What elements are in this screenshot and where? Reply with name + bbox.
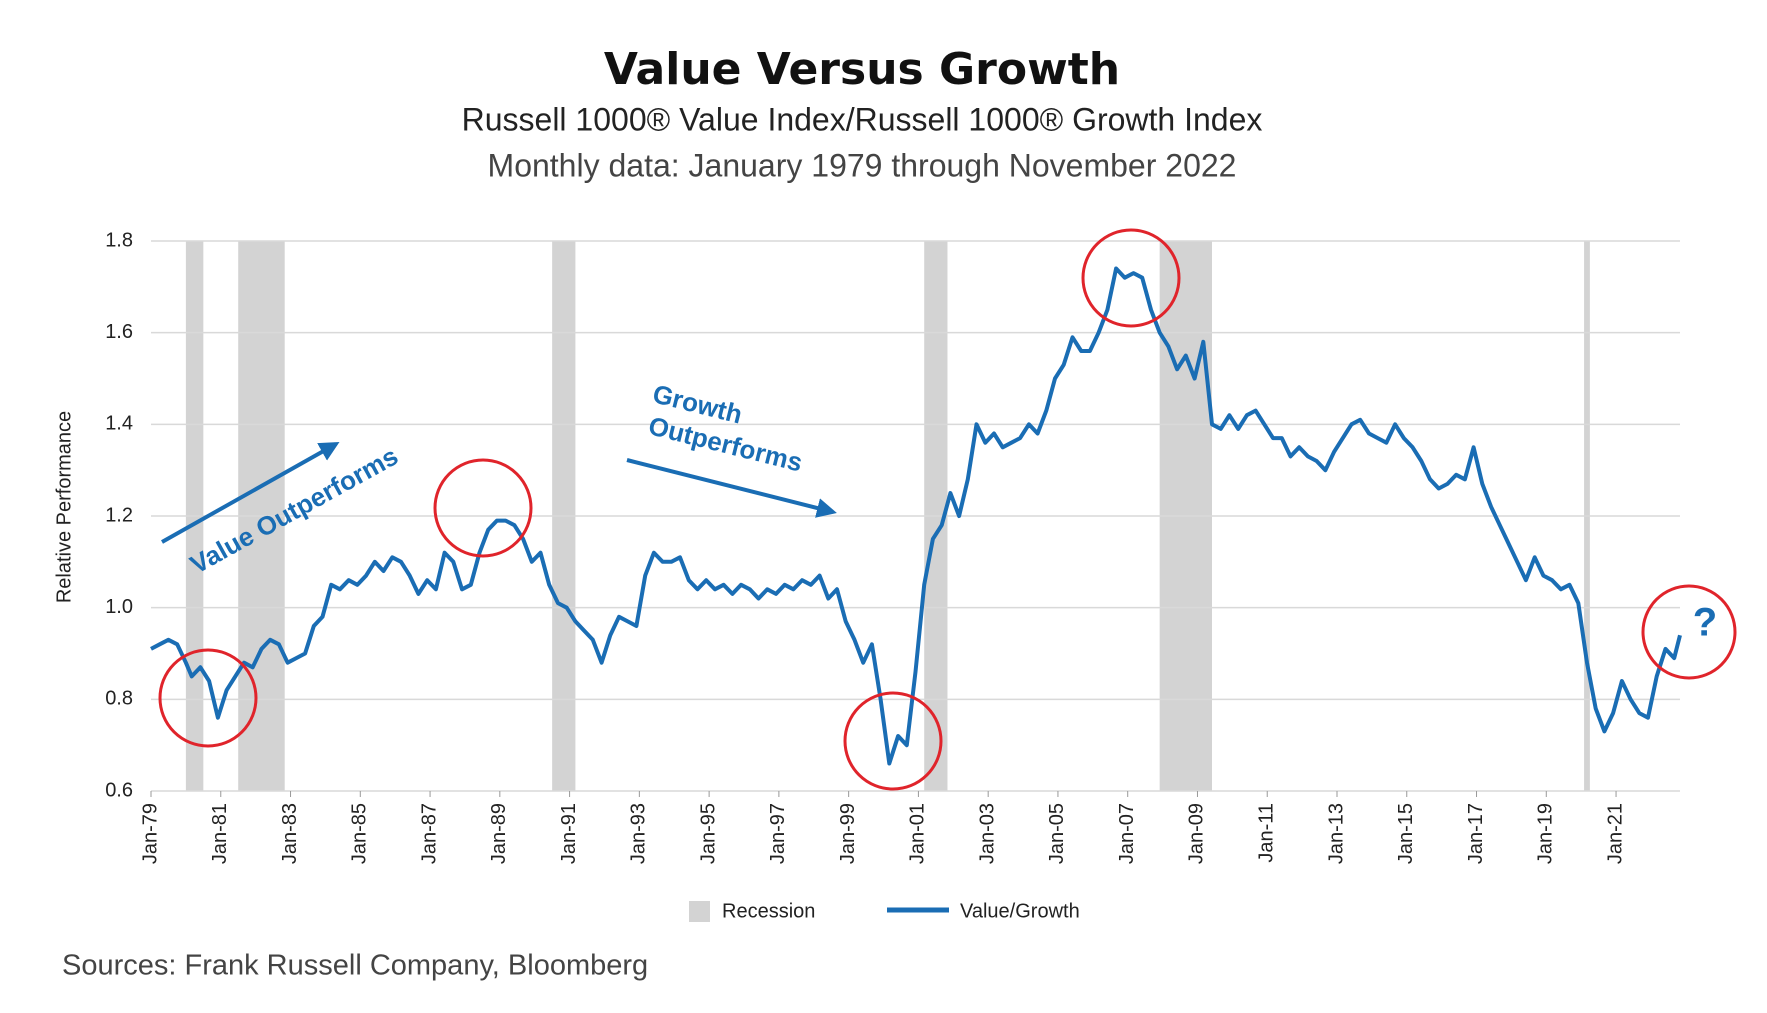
- x-tick-label: Jan-05: [1046, 803, 1068, 864]
- x-tick-label: Jan-89: [488, 803, 510, 864]
- highlight-circle: [1641, 584, 1737, 680]
- highlight-circle: [1081, 228, 1181, 328]
- source: Sources: Frank Russell Company, Bloomber…: [62, 950, 648, 982]
- y-tick-label: 1.4: [105, 413, 133, 435]
- y-axis-label: Relative Performance: [53, 411, 75, 603]
- legend: Recession Value/Growth: [689, 900, 1080, 922]
- x-tick-label: Jan-97: [767, 803, 789, 864]
- annotation: ?: [1693, 601, 1717, 645]
- chart-subtitle: Russell 1000® Value Index/Russell 1000® …: [462, 101, 1263, 137]
- plot-area: 0.6 0.8 1.0 1.2 1.4 1.6 1.8 Jan-79 Jan-81 Jan-83 J…: [105, 229, 1682, 864]
- legend-label: Recession: [722, 900, 815, 922]
- chart-note: Monthly data: January 1979 through Novem…: [488, 147, 1237, 183]
- x-tick-label: Jan-95: [697, 803, 719, 864]
- x-tick-label: Jan-79: [139, 803, 161, 864]
- y-tick-label: 1.0: [105, 596, 133, 618]
- x-tick-label: Jan-93: [628, 803, 650, 864]
- x-tick-label: Jan-81: [209, 803, 231, 864]
- data-line: [150, 266, 1682, 766]
- y-tick-label: 1.8: [105, 229, 133, 251]
- x-tick-label: Jan-91: [558, 803, 580, 864]
- chart-title: Value Versus Growth: [604, 44, 1120, 95]
- arrow: [626, 458, 837, 518]
- highlight-circle: [158, 648, 258, 748]
- x-tick-label: Jan-99: [837, 803, 859, 864]
- x-tick-label: Jan-21: [1604, 803, 1626, 864]
- x-tick-label: Jan-17: [1465, 803, 1487, 864]
- x-tick-label: Jan-11: [1256, 803, 1278, 863]
- x-tick-label: Jan-87: [418, 803, 440, 864]
- x-tick-label: Jan-85: [349, 803, 371, 864]
- legend-swatch: [689, 901, 710, 922]
- x-tick-label: Jan-03: [976, 803, 998, 864]
- x-tick-label: Jan-83: [279, 803, 301, 864]
- y-tick-label: 0.6: [105, 779, 133, 801]
- legend-label: Value/Growth: [960, 900, 1080, 922]
- x-tick-label: Jan-07: [1116, 803, 1138, 864]
- arrow: [161, 442, 340, 544]
- x-tick-label: Jan-09: [1186, 803, 1208, 864]
- highlight-circle: [843, 691, 943, 791]
- highlight-circle: [433, 458, 533, 558]
- x-tick-label: Jan-15: [1395, 803, 1417, 864]
- x-tick-label: Jan-01: [907, 803, 929, 864]
- y-tick-label: 1.6: [105, 321, 133, 343]
- y-tick-label: 1.2: [105, 504, 133, 526]
- x-tick-label: Jan-19: [1535, 803, 1557, 864]
- x-tick-label: Jan-13: [1325, 803, 1347, 864]
- y-tick-label: 0.8: [105, 688, 133, 710]
